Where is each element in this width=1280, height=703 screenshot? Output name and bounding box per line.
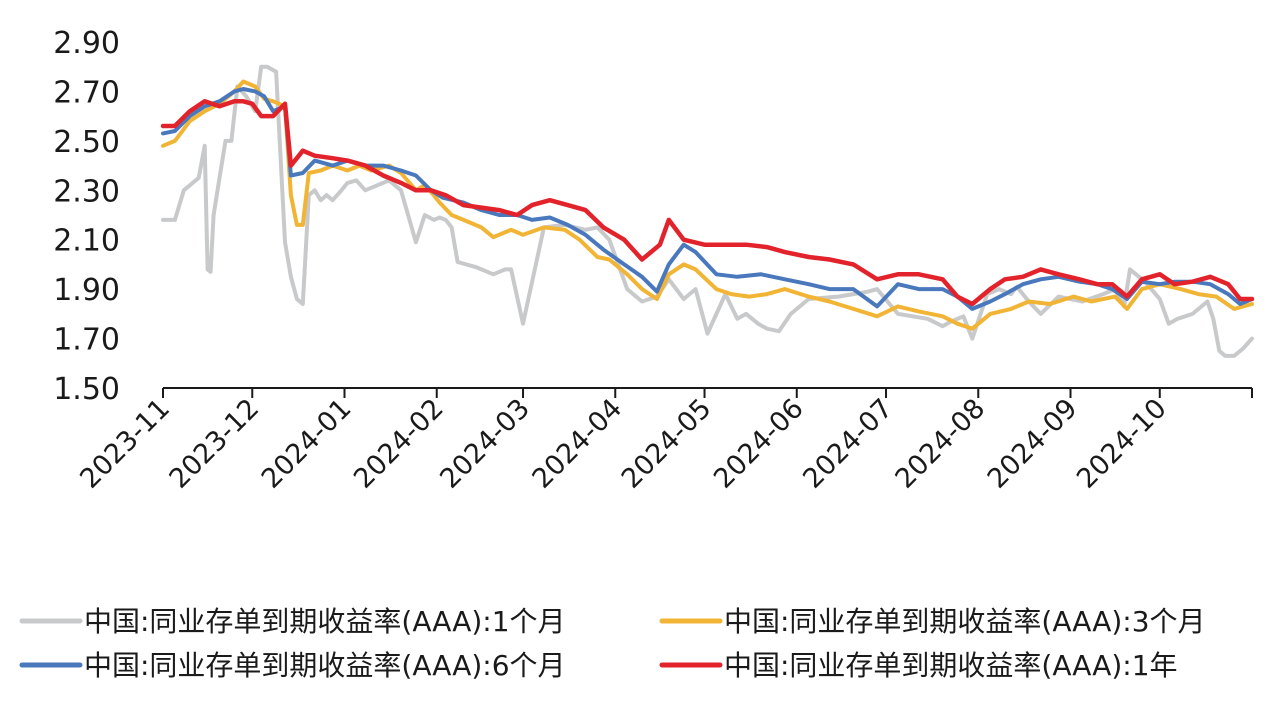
legend-label: 中国:同业存单到期收益率(AAA):1个月 [84, 605, 566, 638]
y-tick-label: 1.70 [53, 323, 120, 358]
legend-label: 中国:同业存单到期收益率(AAA):6个月 [84, 649, 566, 682]
legend-item-3: 中国:同业存单到期收益率(AAA):6个月 [19, 649, 566, 682]
series-line-3 [161, 87, 1254, 311]
y-axis-tick-labels: 2.90 2.70 2.50 2.30 2.10 1.90 1.70 1.50 [53, 26, 120, 407]
x-tick-label: 2024-05 [616, 393, 718, 495]
x-tick-label: 2024-09 [982, 393, 1084, 495]
series-line-1 [161, 64, 1254, 358]
x-tick-label: 2024-08 [890, 393, 992, 495]
x-tick-label: 2023-11 [74, 393, 176, 495]
y-tick-label: 1.90 [53, 273, 120, 308]
series-line-2 [161, 79, 1254, 331]
x-tick-label: 2023-12 [164, 393, 266, 495]
x-tick-label: 2024-02 [348, 393, 450, 495]
y-tick-label: 2.90 [53, 26, 120, 61]
legend-label: 中国:同业存单到期收益率(AAA):3个月 [724, 605, 1206, 638]
x-tick-label: 2024-10 [1071, 393, 1173, 495]
x-tick-label: 2024-01 [256, 393, 358, 495]
y-tick-label: 2.10 [53, 224, 120, 259]
x-axis: 2023-112023-122024-012024-022024-032024-… [74, 387, 1253, 495]
y-tick-label: 1.50 [53, 372, 120, 407]
y-tick-label: 2.30 [53, 174, 120, 209]
legend-item-2: 中国:同业存单到期收益率(AAA):3个月 [659, 605, 1206, 638]
y-tick-label: 2.50 [53, 125, 120, 160]
y-tick-label: 2.70 [53, 75, 120, 110]
x-tick-label: 2024-07 [797, 393, 899, 495]
series-line-4 [160, 99, 1255, 307]
x-tick-label: 2024-03 [434, 393, 536, 495]
x-tick-label: 2024-06 [708, 393, 810, 495]
legend-label: 中国:同业存单到期收益率(AAA):1年 [724, 649, 1178, 682]
legend-item-1: 中国:同业存单到期收益率(AAA):1个月 [19, 605, 566, 638]
x-tick-label: 2024-04 [527, 393, 629, 495]
legend: 中国:同业存单到期收益率(AAA):1个月 中国:同业存单到期收益率(AAA):3… [19, 605, 1206, 682]
legend-item-4: 中国:同业存单到期收益率(AAA):1年 [659, 649, 1178, 682]
series-lines [160, 64, 1255, 358]
